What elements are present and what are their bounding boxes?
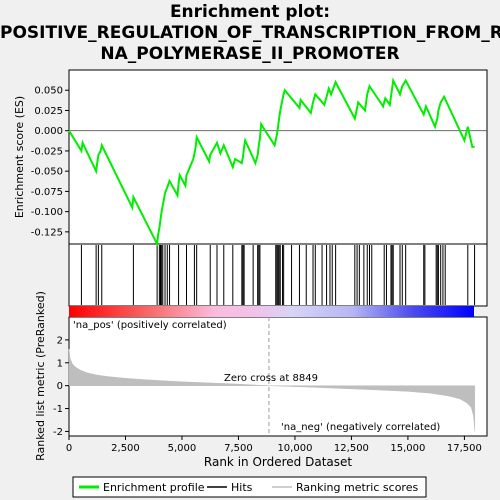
es-y-tick-label: 0.000 [34,126,63,137]
x-tick-label: 2,500 [111,443,140,454]
pos-label: 'na_pos' (positively correlated) [73,320,227,331]
es-y-tick-label: -0.075 [31,187,63,198]
es-panel [68,69,488,245]
x-tick-label: 12,500 [334,443,369,454]
rank-gradient-bar-overlay [69,306,474,317]
legend-box [72,476,427,498]
metric-y-axis-label: Ranked list metric (PreRanked) [34,291,47,461]
metric-y-tick-label: -1 [53,404,63,415]
x-tick-label: 15,000 [390,443,425,454]
metric-panel [68,316,488,437]
x-tick-label: 5,000 [168,443,197,454]
x-axis: 0 2,500 5,000 7,500 10,000 12,500 15,000 17,500 [66,436,482,454]
x-tick-label: 7,500 [224,443,253,454]
legend-es-label: Enrichment profile [103,481,205,494]
title-line-3: NA_POLYMERASE_II_PROMOTER [100,44,400,64]
metric-y-tick-label: 1 [57,358,63,369]
metric-y-axis: 2 1 0 -1 -2 [53,335,69,438]
legend-hits-label: Hits [231,481,253,494]
metric-area [68,348,476,432]
metric-y-tick-label: -2 [53,427,63,438]
es-y-tick-label: -0.100 [31,207,63,218]
es-y-tick-label: -0.050 [31,167,63,178]
es-y-axis-label: Enrichment score (ES) [13,96,26,218]
x-tick-label: 17,500 [447,443,482,454]
x-tick-label: 10,000 [277,443,312,454]
es-y-tick-label: -0.125 [31,227,63,238]
zero-cross-label: Zero cross at 8849 [224,373,318,384]
es-y-tick-label: -0.025 [31,146,63,157]
chart-title: Enrichment plot: POSITIVE_REGULATION_OF_… [0,2,500,65]
x-axis-label: Rank in Ordered Dataset [204,455,352,469]
title-line-2: POSITIVE_REGULATION_OF_TRANSCRIPTION_FRO… [0,23,500,43]
es-y-tick-label: 0.025 [34,106,63,117]
metric-y-tick-label: 0 [57,381,63,392]
title-line-1: Enrichment plot: [169,2,331,22]
es-y-tick-label: 0.050 [34,86,63,97]
hit-lines [80,245,476,305]
es-y-axis: 0.050 0.025 0.000 -0.025 -0.050 -0.075 -0.100 -… [31,86,69,238]
x-tick-label: 0 [66,443,72,454]
legend: Enrichment profile Hits Ranking metric s… [72,476,427,498]
enrichment-profile [68,77,475,248]
legend-metric-label: Ranking metric scores [296,481,418,494]
neg-label: 'na_neg' (negatively correlated) [281,422,440,433]
es-profile-line [68,77,475,248]
metric-score-area [68,348,476,432]
metric-y-tick-label: 2 [57,335,63,346]
